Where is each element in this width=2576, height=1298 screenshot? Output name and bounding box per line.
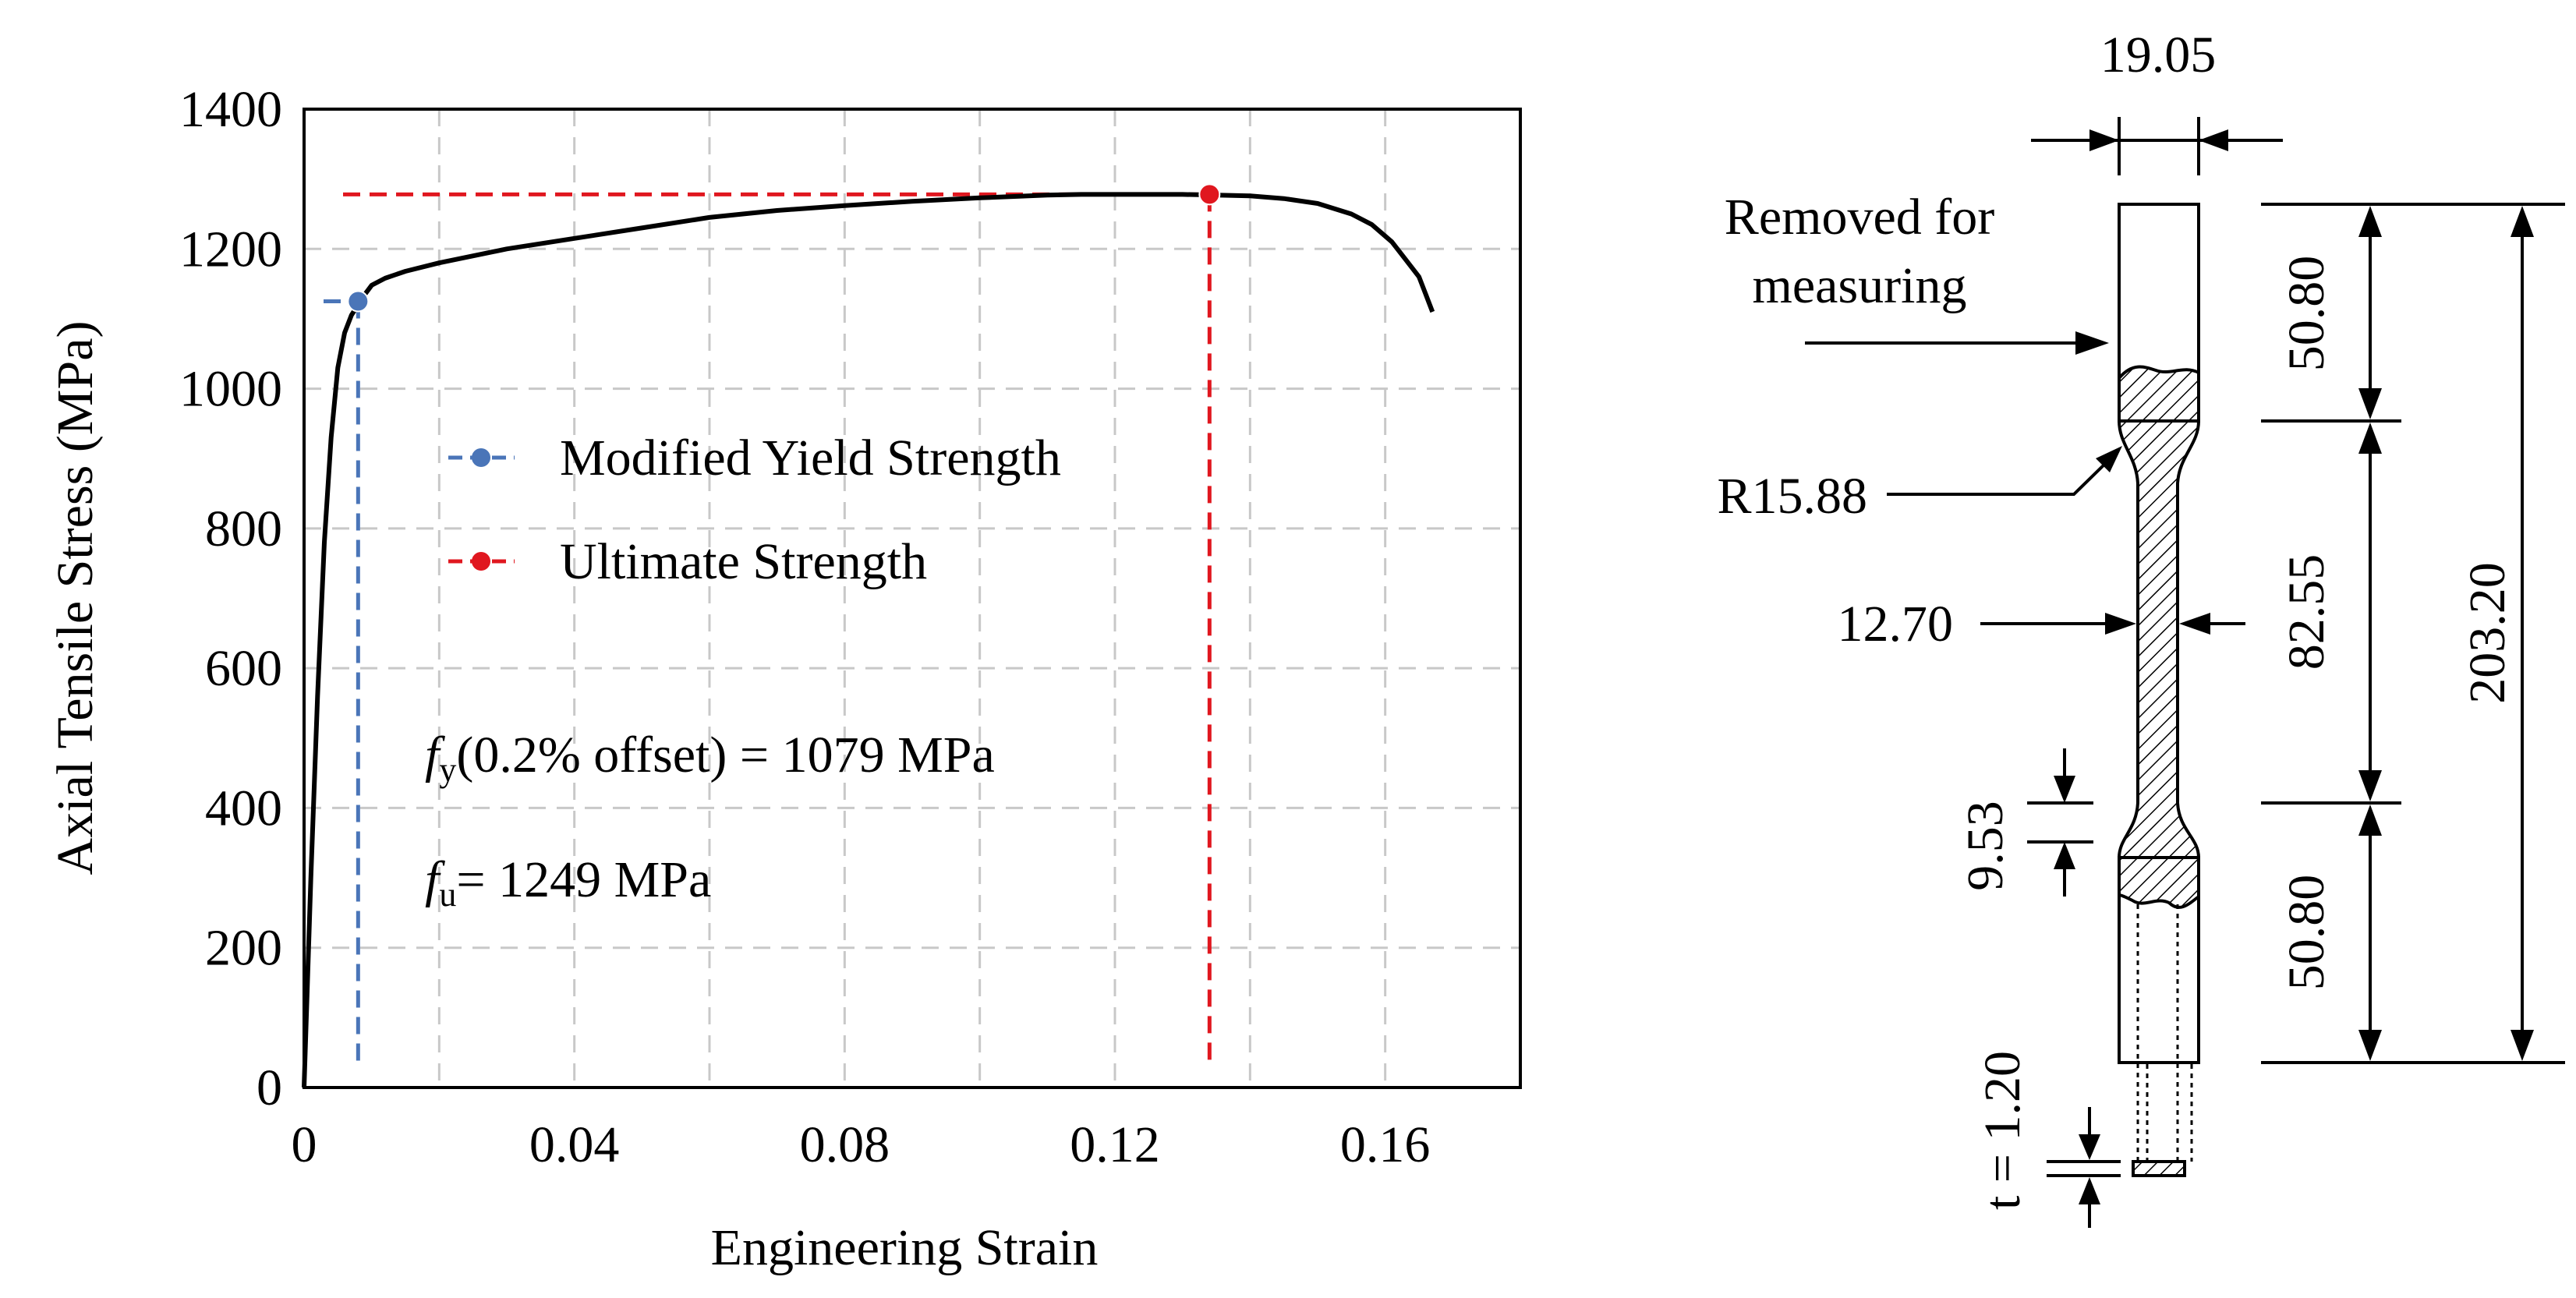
chart-grid bbox=[304, 109, 1520, 1088]
arrow-total-up bbox=[2511, 206, 2534, 237]
plot-area-frame bbox=[303, 108, 1522, 1089]
arrow-grip-bottom-down bbox=[2358, 1030, 2382, 1061]
dim-width-mid: 12.70 bbox=[1838, 596, 1954, 653]
reference-lines bbox=[324, 192, 1212, 1064]
thickness-section bbox=[2132, 1160, 2186, 1177]
dim-gauge: 82.55 bbox=[2278, 554, 2335, 670]
y-tick-label: 800 bbox=[205, 500, 282, 557]
arrow-width-mid-left bbox=[2105, 613, 2136, 635]
y-axis-label: Axial Tensile Stress (MPa) bbox=[47, 321, 104, 875]
dim-grip-bottom: 50.80 bbox=[2278, 875, 2335, 991]
arrow-top-right bbox=[2199, 129, 2228, 151]
annotation-fu: fu= 1249 MPa bbox=[425, 851, 711, 914]
specimen-bottom-grip bbox=[2118, 856, 2200, 1064]
fy-value: (0.2% offset) = 1079 MPa bbox=[456, 727, 994, 783]
x-tick-label: 0.16 bbox=[1340, 1116, 1431, 1173]
y-tick-label: 200 bbox=[205, 920, 282, 977]
y-tick-label: 1400 bbox=[179, 81, 282, 138]
ultimate-strength-point bbox=[1198, 183, 1221, 206]
dim-total: 203.20 bbox=[2459, 562, 2516, 704]
arrow-gauge-up bbox=[2358, 423, 2382, 454]
removed-label-line2: measuring bbox=[1753, 257, 1967, 314]
x-tick-label: 0.08 bbox=[800, 1116, 890, 1173]
legend-entry-yield: Modified Yield Strength bbox=[448, 430, 1061, 486]
arrow-radius bbox=[2096, 446, 2122, 472]
legend-label-yield: Modified Yield Strength bbox=[560, 430, 1061, 486]
yield-strength-point bbox=[347, 290, 370, 313]
arrow-grip-top-down bbox=[2358, 388, 2382, 419]
curve-layer bbox=[302, 192, 1435, 1088]
x-tick-label: 0 bbox=[292, 1116, 317, 1173]
y-tick-label: 0 bbox=[257, 1059, 282, 1116]
arrow-width-mid-right bbox=[2179, 613, 2210, 635]
fu-value: = 1249 MPa bbox=[456, 851, 711, 908]
dim-thickness: t = 1.20 bbox=[1974, 1051, 2031, 1210]
x-tick-label: 0.04 bbox=[529, 1116, 620, 1173]
y-tick-label: 400 bbox=[205, 780, 282, 836]
arrow-transition-top bbox=[2054, 776, 2075, 803]
annotation-fy: fy(0.2% offset) = 1079 MPa bbox=[425, 727, 995, 789]
fy-subscript: y bbox=[439, 751, 456, 789]
y-tick-label: 1000 bbox=[179, 361, 282, 418]
x-axis-label: Engineering Strain bbox=[711, 1219, 1099, 1276]
legend-marker-yield bbox=[472, 448, 490, 467]
arrow-total-down bbox=[2511, 1030, 2534, 1061]
dim-width-top: 19.05 bbox=[2100, 27, 2217, 83]
removed-label-line1: Removed for bbox=[1725, 189, 1994, 246]
specimen-diagram: 19.05 Removed for measuring R15.88 12.70 bbox=[1717, 27, 2565, 1228]
arrow-transition-bottom bbox=[2054, 842, 2075, 869]
x-tick-label: 0.12 bbox=[1070, 1116, 1160, 1173]
y-tick-labels: 0 200 400 600 800 1000 1200 1400 bbox=[179, 81, 282, 1116]
dim-radius: R15.88 bbox=[1717, 468, 1867, 525]
fu-subscript: u bbox=[439, 875, 456, 914]
arrow-thickness-bottom bbox=[2079, 1177, 2100, 1204]
arrow-removed bbox=[2075, 331, 2109, 355]
stress-strain-line bbox=[302, 192, 1435, 1088]
arrow-grip-bottom-up bbox=[2358, 805, 2382, 836]
marker-layer bbox=[347, 183, 1221, 313]
legend-entry-ultimate: Ultimate Strength bbox=[448, 533, 927, 590]
leader-radius bbox=[1887, 458, 2111, 496]
dim-transition: 9.53 bbox=[1957, 801, 2014, 891]
legend-marker-ultimate bbox=[472, 552, 490, 571]
arrow-gauge-down bbox=[2358, 770, 2382, 801]
y-tick-label: 1200 bbox=[179, 221, 282, 278]
x-tick-labels: 0 0.04 0.08 0.12 0.16 bbox=[292, 1116, 1431, 1173]
legend: Modified Yield Strength Ultimate Strengt… bbox=[448, 430, 1061, 590]
arrow-grip-top-up bbox=[2358, 206, 2382, 237]
arrow-thickness-top bbox=[2079, 1134, 2100, 1160]
specimen-hatched-body bbox=[2118, 365, 2200, 909]
dim-grip-top: 50.80 bbox=[2278, 256, 2335, 372]
y-tick-label: 600 bbox=[205, 640, 282, 697]
legend-label-ultimate: Ultimate Strength bbox=[560, 533, 927, 590]
arrow-top-left bbox=[2089, 129, 2119, 151]
